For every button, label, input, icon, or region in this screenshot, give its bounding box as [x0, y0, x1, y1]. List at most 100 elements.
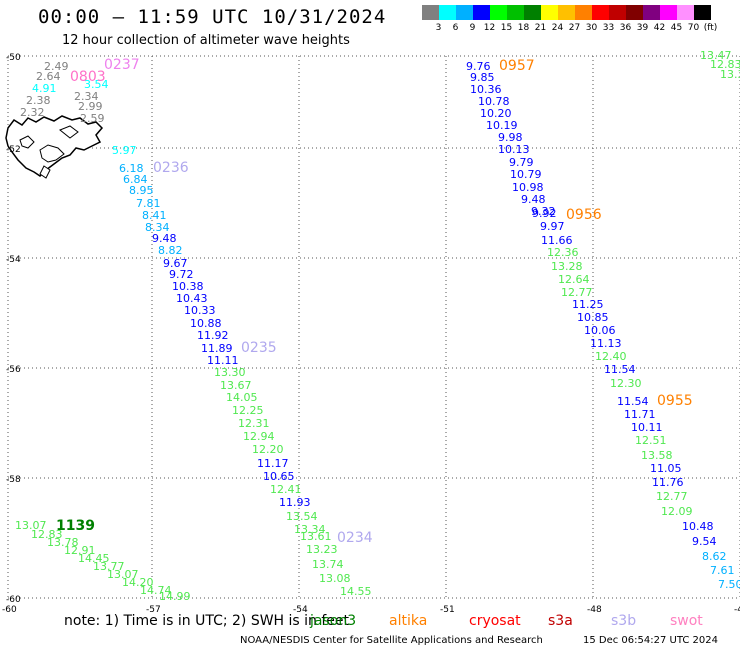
wave-height-value: 5.97 [112, 144, 137, 157]
wave-height-value: 12.64 [558, 273, 590, 286]
wave-height-value: 8.95 [129, 184, 154, 197]
scale-swatch [626, 5, 643, 20]
track-0236: 6.186.848.957.818.418.349.488.829.679.72… [119, 160, 239, 367]
scale-swatch [490, 5, 507, 20]
wave-height-value: 13.78 [47, 536, 79, 549]
wave-height-value: 14.55 [340, 585, 372, 598]
pass-time-label: 0955 [657, 393, 693, 409]
wave-height-value: 13.34 [294, 523, 326, 536]
wave-height-value: 10.79 [510, 168, 542, 181]
scale-label: 15 [500, 23, 513, 33]
scale-label: 9 [469, 23, 476, 33]
scale-swatch [456, 5, 473, 20]
track-0956: 12.3613.2812.6412.7711.2510.8510.0611.13… [547, 207, 649, 408]
lon-label: -51 [440, 605, 455, 615]
track-0803: 0803 [70, 69, 106, 85]
scale-label: 36 [619, 23, 632, 33]
wave-height-value: 11.92 [197, 329, 229, 342]
wave-height-value: 11.17 [257, 457, 289, 470]
wave-height-value: 2.49 [44, 60, 69, 73]
wave-height-value: 9.85 [470, 71, 495, 84]
scale-label: 45 [670, 23, 683, 33]
wave-height-value: 9.48 [521, 193, 546, 206]
wave-height-value: 6.18 [119, 162, 144, 175]
track-0235: 13.3013.6714.0512.2512.3112.9412.2011.17… [214, 340, 332, 543]
wave-height-value: 10.78 [478, 95, 510, 108]
wave-height-value: 11.66 [541, 234, 573, 247]
wave-height-value: 11.25 [572, 298, 604, 311]
wave-height-value: 10.13 [498, 143, 530, 156]
wave-height-value: 12.30 [610, 377, 642, 390]
wave-height-value: 14.74 [140, 584, 172, 597]
wave-height-value: 11.93 [279, 496, 311, 509]
scale-label: 30 [585, 23, 598, 33]
wave-height-value: 9.97 [540, 220, 565, 233]
lon-label: -54 [293, 605, 308, 615]
track-0237: 2.492.64 2.382.32 4.91 3.542.342.992.59 5.97… [20, 57, 140, 157]
wave-height-value: 7.61 [710, 564, 735, 577]
wave-height-value: 10.33 [184, 304, 216, 317]
scale-swatch [558, 5, 575, 20]
wave-height-value: 10.85 [577, 311, 609, 324]
wave-height-value: 11.71 [624, 408, 656, 421]
satellite-jason3: jason3 [310, 613, 357, 629]
wave-height-value: 10.36 [470, 83, 502, 96]
wave-height-value: 6.84 [123, 173, 148, 186]
wave-height-value: 12.77 [656, 490, 688, 503]
wave-height-value: 12.25 [232, 404, 264, 417]
scale-label: (ft) [703, 23, 718, 33]
lon-label: -45 [734, 605, 740, 615]
scale-label: 70 [687, 23, 700, 33]
scale-swatch [524, 5, 541, 20]
wave-height-value: 8.34 [145, 221, 170, 234]
wave-height-value: 13.67 [220, 379, 252, 392]
scale-swatch [473, 5, 490, 20]
scale-label: 3 [435, 23, 442, 33]
wave-height-value: 13.54 [286, 510, 318, 523]
wave-height-value: 13.23 [306, 543, 338, 556]
wave-height-value: 8.62 [702, 550, 727, 563]
wave-height-value: 12.41 [270, 483, 302, 496]
lon-label: -48 [587, 605, 602, 615]
scale-label: 24 [551, 23, 564, 33]
wave-height-value: 8.41 [142, 209, 167, 222]
wave-height-value: 11.54 [604, 363, 636, 376]
scale-swatch [677, 5, 694, 20]
wave-height-value: 12.40 [595, 350, 627, 363]
wave-height-value: 13.07 [107, 568, 139, 581]
track-1139: 13.0712.8313.7812.9114.4513.7713.0714.20… [15, 518, 191, 603]
scale-swatch [643, 5, 660, 20]
wave-height-value: 9.48 [152, 232, 177, 245]
wave-height-value: 14.99 [159, 590, 191, 603]
wave-height-value: 12.77 [561, 286, 593, 299]
lat-label: -50 [6, 53, 21, 63]
satellite-altika: altika [389, 613, 428, 629]
wave-height-tracks: 2.492.64 2.382.32 4.91 3.542.342.992.59 5.97… [15, 49, 740, 603]
wave-height-value: 8.82 [158, 244, 183, 257]
pass-time-label: 0803 [70, 69, 106, 85]
wave-height-value: 10.06 [584, 324, 616, 337]
wave-height-value: 12.91 [64, 544, 96, 557]
wave-height-value: 14.05 [226, 391, 258, 404]
credit-text: NOAA/NESDIS Center for Satellite Applica… [240, 635, 543, 646]
wave-height-value: 2.59 [80, 112, 105, 125]
wave-height-value: 13.47 [700, 49, 732, 62]
wave-height-value: 12.51 [635, 434, 667, 447]
wave-height-value: 7.81 [136, 197, 161, 210]
scale-swatch [609, 5, 626, 20]
coastline-falkland-islands [5, 115, 104, 179]
wave-height-value: 9.32 [531, 205, 556, 218]
wave-height-value: 9.67 [163, 257, 188, 270]
pass-time-label: 0957 [499, 58, 535, 74]
wave-height-value: 2.38 [26, 94, 51, 107]
map-grid [7, 55, 740, 599]
satellite-cryosat: cryosat [469, 613, 521, 629]
wave-height-value: 10.88 [190, 317, 222, 330]
scale-swatch [660, 5, 677, 20]
wave-height-value: 11.76 [652, 476, 684, 489]
satellite-s3a: s3a [548, 613, 573, 629]
